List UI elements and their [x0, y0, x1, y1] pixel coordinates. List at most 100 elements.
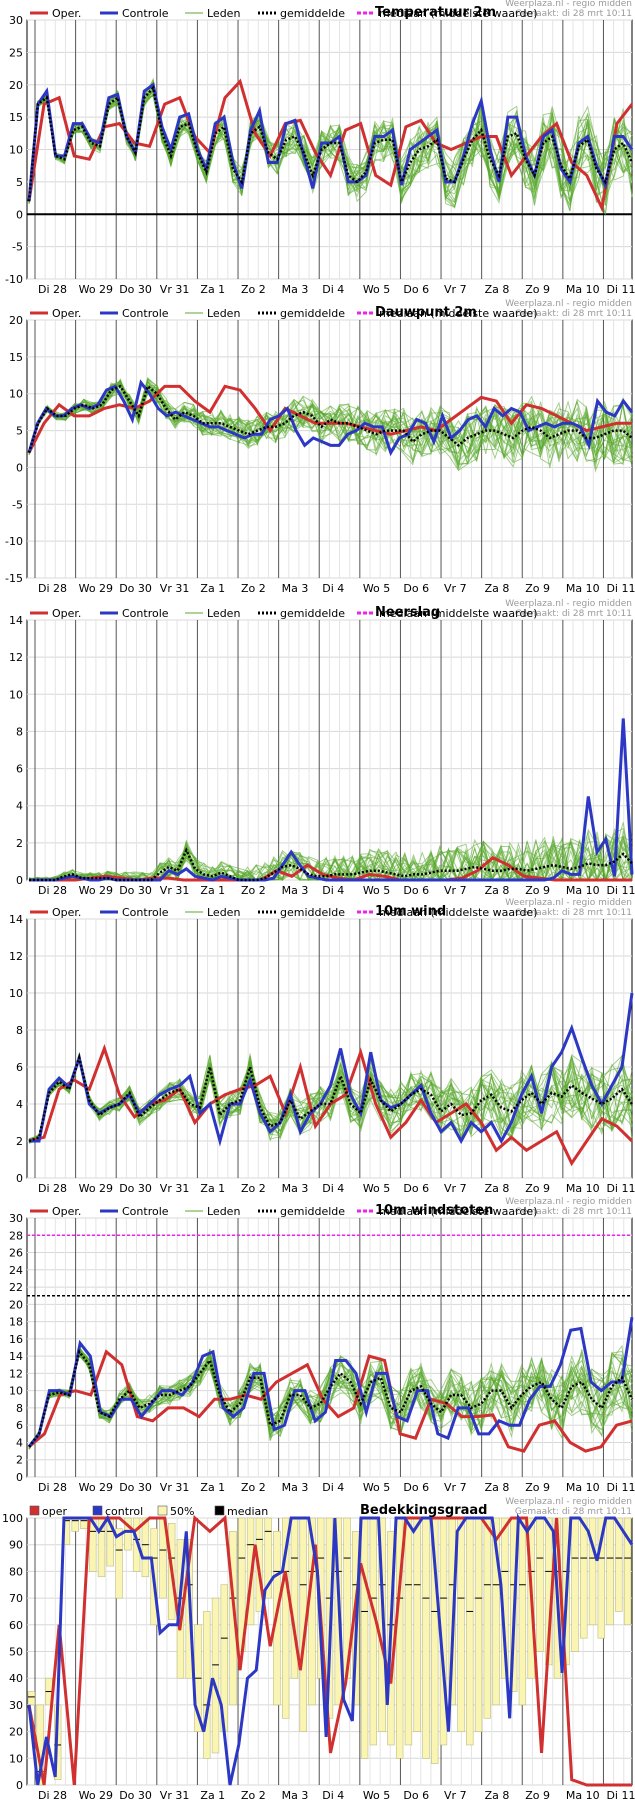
x-tick-label: Di 4 [322, 884, 344, 897]
y-tick-label: 70 [9, 1592, 23, 1605]
member-line [28, 1053, 633, 1142]
y-tick-label: 30 [9, 1212, 23, 1225]
x-tick-label: Ma 3 [282, 283, 309, 296]
legend-label: Controle [122, 307, 169, 320]
x-tick-label: Vr 31 [160, 283, 190, 296]
band-bar [132, 1517, 141, 1572]
legend-label: Controle [122, 7, 169, 20]
made-timestamp: Gemaakt: di 28 mrt 10:11 [515, 609, 632, 619]
legend-label: gemiddelde [280, 1205, 345, 1218]
x-tick-label: Zo 9 [525, 582, 550, 595]
x-tick-label: Za 1 [200, 1481, 225, 1494]
y-tick-label: 8 [16, 725, 23, 738]
x-tick-label: Do 6 [403, 1481, 429, 1494]
x-tick-label: Wo 5 [363, 1182, 390, 1195]
y-tick-label: 30 [9, 1699, 23, 1712]
series-line-oper [28, 1349, 633, 1453]
band-bar [27, 1691, 36, 1706]
x-tick-label: Di 11 [606, 582, 635, 595]
x-tick-label: Di 28 [38, 884, 67, 897]
site-credit: Weerplaza.nl - regio midden [505, 898, 632, 908]
x-tick-label: Do 6 [403, 283, 429, 296]
x-tick-label: Wo 5 [363, 884, 390, 897]
y-tick-label: 60 [9, 1619, 23, 1632]
band-bar [360, 1517, 369, 1759]
y-tick-label: 15 [9, 111, 23, 124]
chart-panel-1: -10 -5 0 5 10 15 20 25 30 Di 28 Wo 29 Do 30 Vr 31 Za … [5, 0, 635, 296]
x-tick-label: Ma 10 [566, 582, 600, 595]
band-bar [606, 1517, 614, 1626]
x-tick-label: Do 30 [119, 1789, 152, 1800]
x-tick-label: Vr 31 [160, 582, 190, 595]
x-tick-label: Ma 10 [566, 283, 600, 296]
band-bar [413, 1517, 421, 1732]
x-tick-label: Di 4 [322, 1182, 344, 1195]
x-tick-label: Do 30 [119, 582, 152, 595]
chart-panel-6: 0 10 20 30 40 50 60 70 80 90 100 Di 28 Wo 29 Do 30 Vr … [2, 1497, 635, 1800]
member-line [28, 1355, 633, 1450]
site-credit: Weerplaza.nl - regio midden [505, 0, 632, 9]
x-tick-label: Zo 9 [525, 1481, 550, 1494]
band-bar [483, 1517, 492, 1719]
band-bar [536, 1517, 544, 1652]
band-bar [588, 1517, 597, 1626]
legend-label: Leden [207, 607, 240, 620]
x-tick-label: Wo 29 [79, 283, 113, 296]
x-tick-label: Di 4 [322, 1789, 344, 1800]
chart-title: Dauwpunt 2m [375, 305, 477, 320]
series-line-oper [27, 78, 634, 213]
legend-label: Controle [122, 1205, 169, 1218]
legend-label: mediaan (middelste waarde) [379, 906, 537, 919]
x-tick-label: Ma 3 [282, 1789, 309, 1800]
x-tick-label: Ma 3 [282, 1182, 309, 1195]
y-tick-label: 10 [9, 1752, 23, 1765]
band-bar [571, 1517, 579, 1652]
y-tick-label: 0 [16, 1471, 23, 1484]
y-tick-label: 90 [9, 1539, 23, 1552]
chart-panel-3: 0 2 4 6 8 10 12 14 Di 28 Wo 29 Do 30 Vr 31 Za 1 Zo 2 M… [9, 599, 635, 897]
x-tick-label: Ma 3 [282, 884, 309, 897]
x-tick-label: Di 4 [322, 283, 344, 296]
y-tick-label: 10 [9, 987, 23, 1000]
band-bar [369, 1517, 378, 1746]
made-timestamp: Gemaakt: di 28 mrt 10:11 [515, 1507, 632, 1517]
x-tick-label: Vr 7 [444, 582, 467, 595]
y-tick-label: 10 [9, 144, 23, 157]
legend-label: Oper. [52, 607, 81, 620]
y-tick-label: 12 [9, 1367, 23, 1380]
chart-title: Temperatuur 2m [375, 5, 496, 20]
chart-title: 10m windstoten [375, 1203, 493, 1218]
y-tick-label: 26 [9, 1247, 23, 1260]
y-tick-label: 2 [16, 1135, 23, 1148]
x-tick-label: Di 28 [38, 1182, 67, 1195]
y-tick-label: 6 [16, 1419, 23, 1432]
made-timestamp: Gemaakt: di 28 mrt 10:11 [515, 9, 632, 19]
y-tick-label: 2 [16, 837, 23, 850]
y-tick-label: 10 [9, 688, 23, 701]
x-tick-label: Vr 7 [444, 1789, 467, 1800]
band-bar [457, 1517, 465, 1732]
band-bar [422, 1517, 430, 1759]
x-tick-label: Di 28 [38, 1789, 67, 1800]
x-tick-label: Ma 3 [282, 582, 309, 595]
x-tick-label: Do 30 [119, 1182, 152, 1195]
x-tick-label: Wo 29 [79, 884, 113, 897]
y-tick-label: 50 [9, 1646, 23, 1659]
x-tick-label: Di 4 [322, 1481, 344, 1494]
x-tick-label: Wo 29 [79, 1789, 113, 1800]
x-tick-label: Di 11 [606, 283, 635, 296]
x-tick-label: Za 1 [200, 1789, 225, 1800]
band-bar [518, 1517, 527, 1706]
series-line-controle [27, 1317, 634, 1448]
y-tick-label: 28 [9, 1229, 23, 1242]
band-bar [141, 1517, 150, 1578]
y-tick-label: 18 [9, 1316, 23, 1329]
y-tick-label: 12 [9, 651, 23, 664]
series-line-oper [28, 1043, 634, 1167]
x-tick-label: Vr 7 [444, 283, 467, 296]
chart-title: Bedekkingsgraad [360, 1503, 487, 1518]
x-tick-label: Wo 29 [79, 1481, 113, 1494]
y-tick-label: 80 [9, 1565, 23, 1578]
x-tick-label: Za 1 [200, 884, 225, 897]
